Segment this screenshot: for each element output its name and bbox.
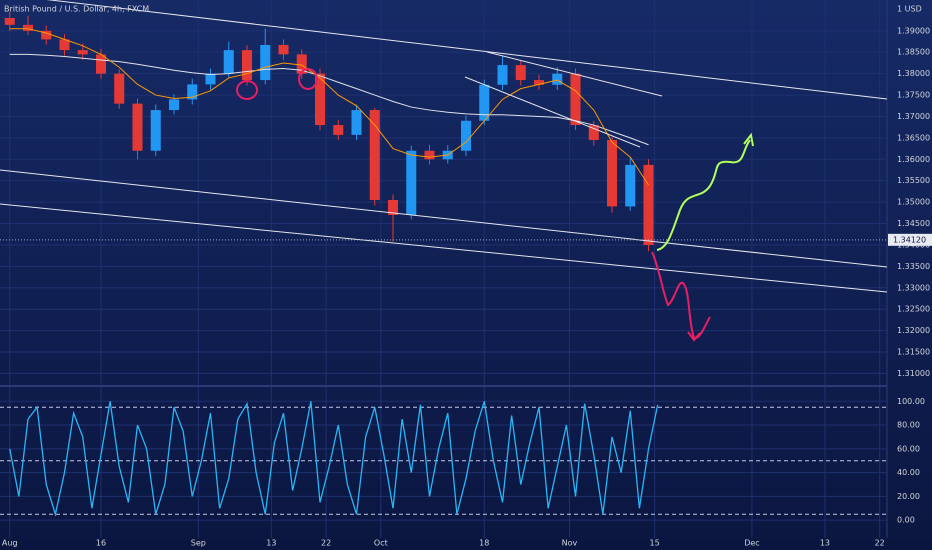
x-tick-label: 13: [266, 539, 276, 548]
candle-body: [59, 39, 70, 51]
candle-body: [41, 30, 52, 40]
y-tick-label: 1.34500: [897, 219, 930, 228]
x-tick-label: Dec: [744, 539, 759, 548]
candle-body: [333, 125, 344, 135]
x-tick-label: Sep: [191, 539, 206, 548]
y-tick-label: 1.39000: [897, 26, 930, 35]
oscillator-line: [9, 401, 659, 517]
y-tick-label: 1.31500: [897, 348, 930, 357]
candle-body: [114, 73, 125, 104]
candle-body: [132, 103, 143, 151]
y-tick-label: 1.38500: [897, 48, 930, 57]
bullish-arrow: [656, 139, 751, 251]
candle-body: [625, 164, 636, 207]
candle-body: [606, 140, 618, 207]
y-tick-label: 1.33000: [897, 283, 930, 292]
candle-body: [95, 54, 107, 74]
candle-body: [406, 150, 417, 215]
y-tick-label: 1.31000: [897, 369, 930, 378]
trendline: [0, 203, 888, 293]
y-tick-label: 1.35500: [897, 176, 930, 185]
marks: [0, 0, 887, 538]
candle-body: [497, 65, 508, 85]
chart-title: British Pound / U.S. Dollar, 4h, FXCM: [4, 5, 149, 14]
candle-body: [643, 164, 654, 245]
candle-body: [278, 44, 289, 55]
x-tick-label: 22: [321, 539, 331, 548]
y-tick-label: 40.00: [897, 468, 920, 477]
candle-body: [22, 24, 34, 31]
y-tick-label: 1.32000: [897, 326, 930, 335]
moving-average: [9, 28, 649, 186]
arrow-head: [687, 331, 701, 342]
candle-body: [314, 73, 326, 126]
candle-body: [223, 50, 234, 74]
x-tick-label: 16: [96, 539, 106, 548]
y-tick-label: 1.33500: [897, 262, 930, 271]
y-tick-label: 60.00: [897, 444, 920, 453]
candle-body: [479, 84, 490, 121]
x-tick-label: 15: [650, 539, 660, 548]
highlight-circle: [298, 68, 318, 90]
y-tick-label: 1.35000: [897, 198, 930, 207]
y-tick-label: 1.37500: [897, 91, 930, 100]
currency-label: 1 USD: [897, 5, 922, 14]
candle-body: [241, 50, 253, 81]
last-price-box: [888, 233, 932, 246]
candle-body: [588, 125, 599, 141]
y-tick-label: 1.38000: [897, 69, 930, 78]
x-tick-label: 22: [875, 539, 885, 548]
y-tick-label: 1.36000: [897, 155, 930, 164]
moving-average: [9, 53, 649, 146]
x-tick-label: Aug: [2, 539, 18, 548]
candle-body: [570, 73, 581, 126]
candle-body: [260, 44, 271, 81]
candle-body: [552, 73, 563, 85]
candle-body: [515, 65, 526, 81]
y-tick-label: 1.36500: [897, 133, 930, 142]
candle-body: [296, 54, 307, 74]
candle-body: [150, 110, 161, 151]
trendline: [46, 0, 888, 100]
bearish-arrow: [651, 251, 711, 340]
trendline: [486, 51, 663, 97]
candle-body: [424, 150, 435, 160]
trendline: [464, 76, 641, 148]
candle-body: [387, 199, 399, 215]
candle-body: [168, 99, 180, 111]
y-tick-label: 0.00: [897, 516, 915, 525]
last-price-label: 1.34120: [893, 235, 926, 244]
y-tick-label: 1.37000: [897, 112, 930, 121]
candle-body: [187, 84, 198, 100]
candle-body: [77, 50, 88, 55]
drawings: [0, 0, 888, 342]
highlight-circle: [236, 80, 258, 100]
y-tick-label: 100.00: [897, 397, 925, 406]
candle-body: [369, 110, 380, 200]
x-tick-label: Nov: [562, 539, 578, 548]
trendline: [0, 169, 888, 268]
x-tick-label: 13: [820, 539, 830, 548]
arrow-head: [743, 132, 754, 147]
candle-body: [4, 17, 15, 25]
candle-body: [460, 120, 472, 151]
x-tick-label: 18: [479, 539, 489, 548]
candle-body: [205, 73, 216, 85]
candle-body: [351, 110, 362, 135]
y-tick-label: 80.00: [897, 421, 920, 430]
x-tick-label: Oct: [374, 539, 388, 548]
y-tick-label: 20.00: [897, 492, 920, 501]
candle-body: [533, 80, 545, 85]
y-tick-label: 1.32500: [897, 305, 930, 314]
